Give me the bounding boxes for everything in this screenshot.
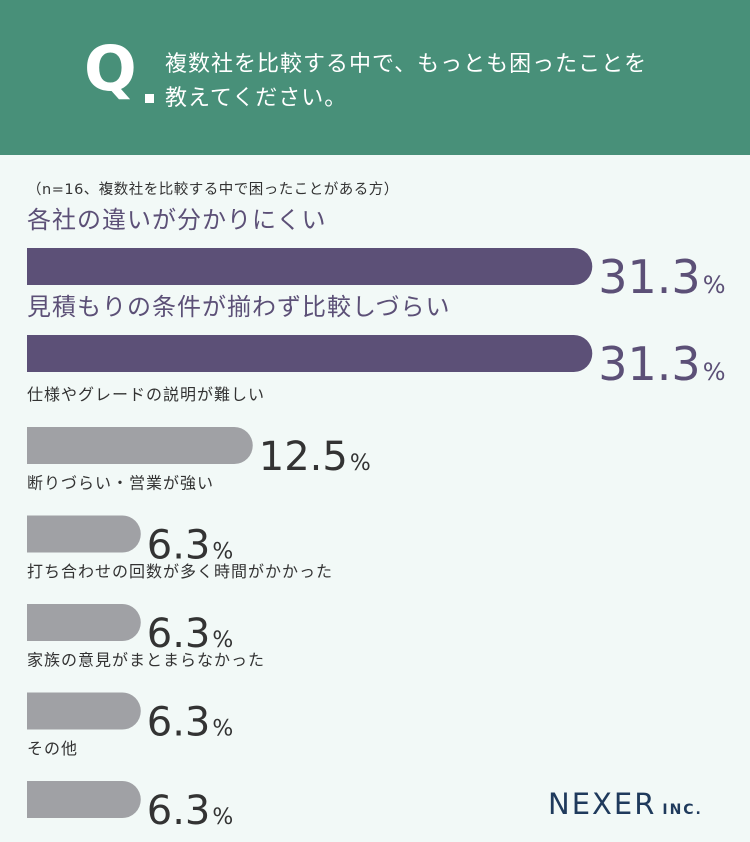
question-mark: Q <box>84 32 137 105</box>
category-label: 見積もりの条件が揃わず比較しづらい <box>27 293 451 321</box>
bar <box>27 692 141 730</box>
bar <box>27 515 141 553</box>
category-label: 各社の違いが分かりにくい <box>27 206 327 234</box>
value-label: 12.5% <box>259 434 371 480</box>
bar <box>27 335 593 372</box>
category-label: 断りづらい・営業が強い <box>27 474 214 493</box>
question-text: 複数社を比較する中で、もっとも困ったことを 教えてください。 <box>165 48 725 116</box>
logo-name: NEXER <box>548 787 657 821</box>
value-label: 6.3% <box>147 700 234 746</box>
question-dot <box>145 94 154 103</box>
value-label: 6.3% <box>147 788 234 834</box>
category-label: その他 <box>27 739 78 758</box>
category-label: 仕様やグレードの説明が難しい <box>27 385 265 404</box>
category-label: 打ち合わせの回数が多く時間がかかった <box>27 562 333 581</box>
question-line-2: 教えてください。 <box>165 86 348 111</box>
bar <box>27 427 253 464</box>
logo-suffix: INC. <box>662 802 703 818</box>
category-label: 家族の意見がまとまらなかった <box>27 651 265 670</box>
bar <box>27 781 141 818</box>
question-header: Q 複数社を比較する中で、もっとも困ったことを 教えてください。 <box>0 0 750 155</box>
value-label: 31.3% <box>598 337 725 391</box>
value-label: 31.3% <box>598 250 725 304</box>
bar <box>27 248 593 285</box>
value-label: 6.3% <box>147 523 234 569</box>
sample-note: （n=16、複数社を比較する中で困ったことがある方） <box>27 182 399 198</box>
value-label: 6.3% <box>147 611 234 657</box>
bar <box>27 604 141 641</box>
question-line-1: 複数社を比較する中で、もっとも困ったことを <box>165 52 648 77</box>
nexer-logo: NEXER INC. <box>548 787 703 821</box>
